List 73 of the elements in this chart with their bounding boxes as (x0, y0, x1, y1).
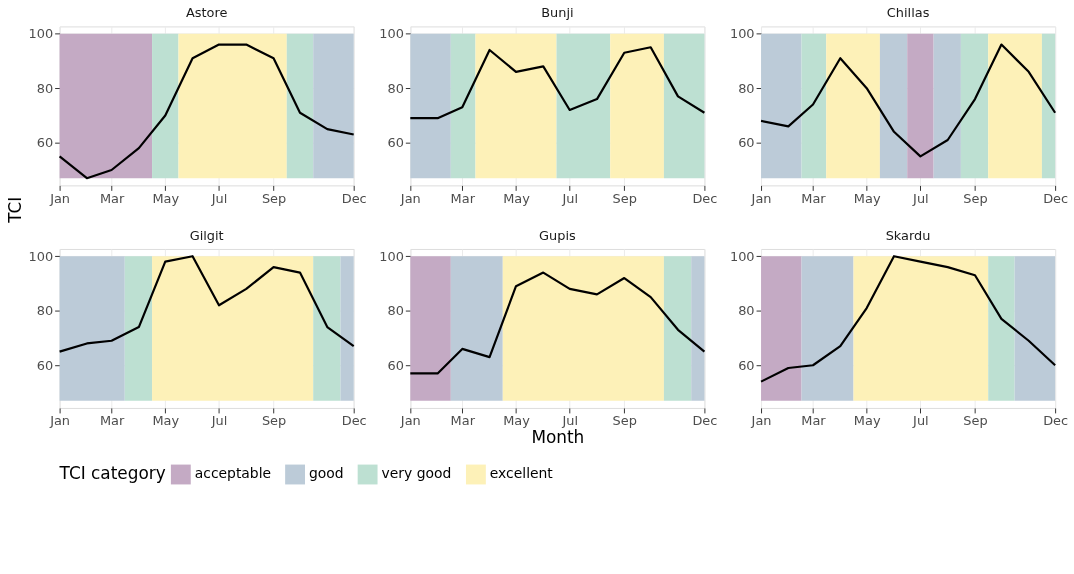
x-tick-label: Dec (1043, 413, 1069, 429)
x-tick-label: Sep (612, 413, 637, 429)
x-tick-label: Jan (399, 190, 421, 206)
x-tick-label: Jan (750, 190, 772, 206)
x-tick-label: Jan (399, 413, 421, 429)
x-tick-label: May (152, 413, 180, 429)
line-series (409, 46, 706, 120)
x-tick-label: Dec (1043, 190, 1069, 206)
y-axis-title: TCI (4, 196, 25, 224)
legend-label: acceptable (194, 465, 272, 482)
line-series (58, 43, 355, 180)
x-tick-label: May (503, 190, 531, 206)
y-tick-label: 60 (387, 135, 404, 151)
legend-label: very good (381, 465, 452, 482)
y-tick-label: 80 (36, 80, 54, 96)
y-tick-label: 80 (738, 80, 755, 96)
y-tick-label: 100 (28, 248, 54, 264)
x-tick-label: Sep (261, 190, 287, 206)
x-tick-label: Mar (450, 413, 476, 429)
legend-title: TCI category (58, 463, 166, 484)
y-tick-label: 80 (387, 303, 404, 319)
chart-title: Gupis (539, 228, 576, 244)
line-series (759, 43, 1057, 158)
x-tick-label: Mar (99, 190, 125, 206)
y-tick-label: 60 (387, 357, 404, 373)
x-tick-label: Jan (49, 413, 71, 429)
chart-title: Chillas (886, 5, 930, 21)
x-tick-label: May (853, 190, 881, 206)
x-tick-label: May (503, 413, 531, 429)
x-tick-label: Sep (963, 190, 988, 206)
x-tick-label: Dec (341, 190, 367, 206)
y-tick-label: 100 (28, 26, 54, 42)
x-tick-label: May (152, 190, 180, 206)
line-series (759, 255, 1057, 383)
chart-title: Astore (185, 5, 228, 21)
y-tick-label: 80 (36, 303, 54, 319)
y-tick-label: 100 (729, 26, 755, 42)
x-tick-label: Sep (261, 413, 287, 429)
x-tick-label: Mar (801, 190, 827, 206)
y-tick-label: 60 (36, 357, 54, 373)
y-tick-label: 100 (379, 26, 404, 42)
x-tick-label: Dec (341, 413, 367, 429)
chart-title: Bunji (541, 5, 574, 21)
x-tick-label: Jan (750, 413, 772, 429)
x-tick-label: Jul (912, 190, 929, 206)
chart-title: Gilgit (189, 228, 224, 244)
x-tick-label: Mar (801, 413, 827, 429)
x-tick-label: Dec (692, 190, 718, 206)
legend-label: excellent (489, 465, 554, 482)
x-tick-label: Dec (692, 413, 718, 429)
y-tick-label: 80 (738, 303, 755, 319)
x-tick-label: May (853, 413, 881, 429)
x-tick-label: Jul (912, 413, 929, 429)
x-tick-label: Jul (210, 413, 228, 429)
x-axis-title: Month (531, 427, 585, 448)
x-tick-label: Mar (99, 413, 125, 429)
y-tick-label: 80 (387, 80, 404, 96)
x-tick-label: Sep (612, 190, 637, 206)
x-tick-label: Jan (49, 190, 71, 206)
legend-label: good (308, 465, 344, 482)
chart-title: Skardu (885, 228, 931, 244)
x-tick-label: Jul (210, 190, 228, 206)
x-tick-label: Mar (450, 190, 476, 206)
x-tick-label: Jul (561, 190, 578, 206)
x-tick-label: Sep (963, 413, 988, 429)
y-tick-label: 60 (738, 135, 755, 151)
y-tick-label: 100 (729, 248, 755, 264)
y-tick-label: 100 (379, 248, 404, 264)
line-series (58, 255, 355, 353)
y-tick-label: 60 (738, 357, 755, 373)
line-series (409, 271, 706, 375)
x-tick-label: Jul (561, 413, 578, 429)
y-tick-label: 60 (36, 135, 54, 151)
